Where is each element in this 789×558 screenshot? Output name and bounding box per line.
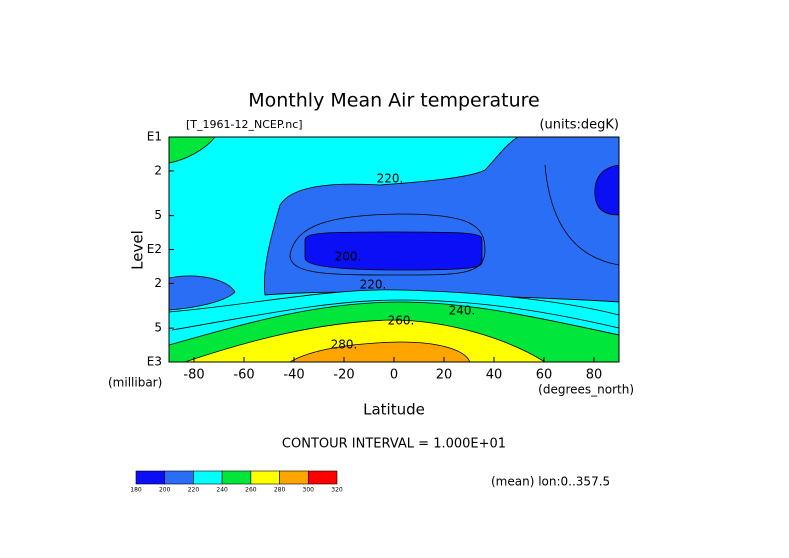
chart-title: Monthly Mean Air temperature — [248, 90, 539, 112]
x-tick-label: -80 — [183, 368, 204, 383]
x-axis-title: Latitude — [363, 401, 425, 419]
contour-label: 240. — [449, 304, 476, 318]
colorbar-label: 200 — [159, 487, 171, 494]
x-tick-label: -60 — [233, 368, 254, 383]
colorbar-swatch — [164, 470, 194, 485]
contour-label: 260. — [388, 314, 415, 328]
colorbar-label: 240 — [216, 487, 228, 494]
colorbar-label: 220 — [188, 487, 200, 494]
subtitle: [T_1961-12_NCEP.nc] — [186, 118, 303, 131]
x-tick-label: 0 — [390, 368, 398, 383]
colorbar-label: 180 — [130, 487, 142, 494]
x-tick-label: -20 — [333, 368, 354, 383]
colorbar-swatch — [307, 470, 338, 485]
contour-label: 220. — [360, 278, 387, 292]
contour-line — [171, 299, 620, 331]
region-180-200 — [304, 231, 483, 271]
contour-label: 280. — [331, 338, 358, 352]
colorbar-swatch — [250, 470, 280, 485]
y-tick-label: 5 — [154, 321, 162, 335]
colorbar-label: 300 — [303, 487, 315, 494]
plot-fill — [168, 136, 620, 363]
colorbar-label: 280 — [274, 487, 286, 494]
y-axis-title: Level — [129, 230, 147, 270]
x-tick-label: 40 — [486, 368, 503, 383]
region-200-220 — [168, 275, 236, 311]
colorbar-swatch — [221, 470, 252, 485]
x-unit-label: (degrees_north) — [538, 383, 634, 397]
footer: (mean) lon:0..357.5 — [491, 475, 610, 489]
contour-label: 200. — [335, 250, 362, 264]
x-tick-label: -40 — [283, 368, 304, 383]
colorbar-swatch — [279, 470, 309, 485]
colorbar-label: 260 — [245, 487, 257, 494]
contour-label: 220. — [377, 172, 404, 186]
colorbar-swatch — [193, 470, 223, 485]
y-unit-label: (millibar) — [108, 376, 162, 390]
colorbar-label: 320 — [331, 487, 343, 494]
contour-line — [289, 213, 486, 276]
x-tick-label: 80 — [586, 368, 603, 383]
y-tick-label: E3 — [147, 355, 162, 369]
x-tick-label: 20 — [436, 368, 453, 383]
y-tick-label: 2 — [154, 163, 162, 177]
colorbar-swatch — [135, 470, 166, 485]
contour-line — [544, 164, 620, 266]
y-tick-label: E1 — [147, 130, 162, 144]
x-tick-label: 60 — [536, 368, 553, 383]
y-tick-label: E2 — [147, 242, 162, 256]
units-label: (units:degK) — [539, 118, 619, 133]
region-280-300 — [288, 341, 471, 363]
y-tick-label: 5 — [154, 208, 162, 222]
y-tick-label: 2 — [154, 276, 162, 290]
contour-interval: CONTOUR INTERVAL = 1.000E+01 — [282, 437, 506, 452]
region-180-200 — [594, 164, 620, 216]
